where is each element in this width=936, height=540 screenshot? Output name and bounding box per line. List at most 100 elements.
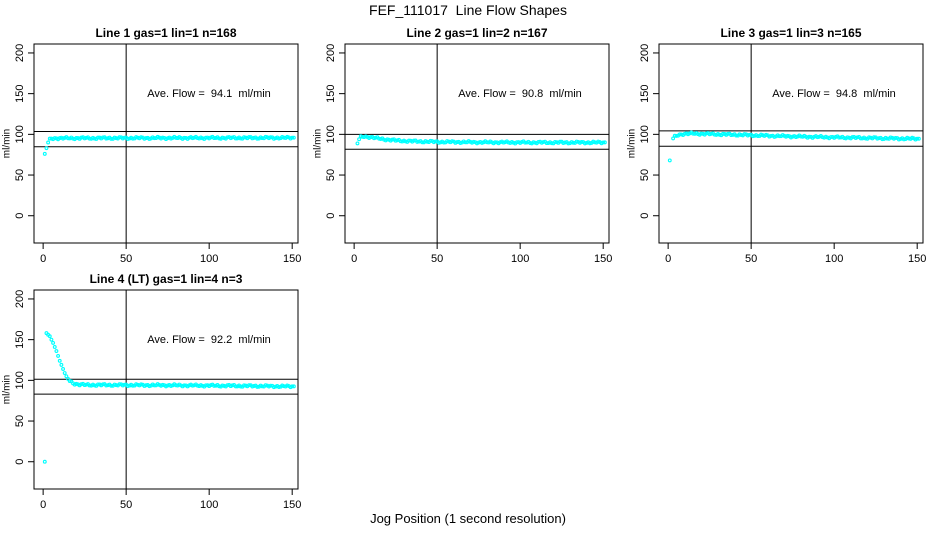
y-tick-label: 200 <box>639 44 651 62</box>
data-point <box>74 135 79 140</box>
x-tick-label: 0 <box>40 499 46 511</box>
data-point <box>406 138 411 143</box>
x-tick-label: 100 <box>825 253 843 265</box>
data-point <box>357 137 362 142</box>
data-point <box>828 135 833 139</box>
plot-canvas-line-3: 0 50 100 150 0 50 100 150 200 ml/min <box>627 43 926 265</box>
y-tick-label: 200 <box>14 44 26 62</box>
data-point <box>212 136 217 141</box>
y-tick-label: 50 <box>325 169 337 181</box>
y-axis-unit-label: ml/min <box>2 129 13 158</box>
data-point <box>579 139 584 144</box>
y-tick-label: 0 <box>14 459 26 465</box>
plot-box <box>33 43 299 244</box>
data-point <box>62 371 67 375</box>
y-tick-label: 150 <box>14 84 26 102</box>
data-point <box>291 384 296 389</box>
y-tick-label: 200 <box>14 290 26 308</box>
data-point <box>837 135 842 140</box>
data-point <box>268 383 273 388</box>
y-axis-unit-label: ml/min <box>2 375 13 404</box>
data-point <box>52 136 57 140</box>
data-point <box>49 337 54 342</box>
y-tick-label: 100 <box>14 371 26 389</box>
data-point <box>64 374 69 379</box>
y-tick-label: 0 <box>14 213 26 219</box>
data-point <box>742 132 747 137</box>
data-point <box>601 140 606 145</box>
data-point <box>677 132 682 137</box>
data-point <box>867 135 871 140</box>
avg-flow-annotation: Ave. Flow = 90.8 ml/min <box>458 88 582 100</box>
data-point <box>182 383 187 388</box>
y-axis-unit-label: ml/min <box>313 129 324 158</box>
data-point <box>42 459 47 464</box>
data-point <box>734 133 739 138</box>
x-tick-label: 100 <box>200 253 218 265</box>
subplot-line-1: 0 50 100 150 0 50 100 150 200 ml/min Line 1 gas=1… <box>0 0 312 272</box>
data-point <box>720 131 725 136</box>
plot-box <box>344 43 610 244</box>
y-tick-label: 50 <box>14 169 26 181</box>
data-point <box>281 135 286 140</box>
data-point <box>51 340 56 345</box>
data-point <box>54 349 59 353</box>
data-point <box>463 140 468 145</box>
data-point <box>238 384 243 389</box>
subplot-line-4: 0 50 100 150 0 50 100 150 200 ml/min Line 4 (LT) … <box>0 246 312 518</box>
data-point <box>355 141 360 146</box>
avg-flow-annotation: Ave. Flow = 92.2 ml/min <box>147 334 271 346</box>
data-point <box>592 140 597 145</box>
data-point <box>915 136 920 141</box>
x-tick-label: 100 <box>511 253 529 265</box>
plot-canvas-line-2: 0 50 100 150 0 50 100 150 200 ml/min <box>313 43 612 265</box>
subplot-title: Line 3 gas=1 lin=3 n=165 <box>720 26 862 40</box>
x-tick-label: 50 <box>120 499 132 511</box>
data-point <box>553 139 557 144</box>
data-point <box>691 131 695 136</box>
data-point <box>144 136 149 141</box>
avg-flow-annotation: Ave. Flow = 94.8 ml/min <box>772 88 896 100</box>
subplot-line-3: 0 50 100 150 0 50 100 150 200 ml/min Line 3 gas=1… <box>625 0 936 272</box>
data-point <box>290 135 295 140</box>
subplot-title: Line 1 gas=1 lin=1 n=168 <box>95 26 237 40</box>
y-tick-label: 150 <box>639 84 651 102</box>
plot-canvas-line-4: 0 50 100 150 0 50 100 150 200 ml/min <box>2 289 301 511</box>
x-tick-label: 50 <box>431 253 443 265</box>
x-tick-label: 50 <box>745 253 757 265</box>
data-point <box>916 136 921 141</box>
data-point <box>398 139 403 144</box>
data-point <box>100 382 105 387</box>
data-point <box>291 135 296 140</box>
y-tick-label: 100 <box>325 125 337 143</box>
data-point <box>46 140 51 145</box>
data-point <box>872 135 876 140</box>
data-point <box>42 151 47 156</box>
y-axis-unit-label: ml/min <box>627 129 638 158</box>
data-point <box>104 383 109 388</box>
avg-flow-annotation: Ave. Flow = 94.1 ml/min <box>147 88 271 100</box>
data-point <box>712 132 717 137</box>
data-point <box>44 146 49 151</box>
data-point <box>144 383 149 388</box>
data-point <box>850 135 855 139</box>
data-point <box>858 136 863 141</box>
data-point <box>415 139 420 144</box>
data-point <box>56 353 61 358</box>
data-point <box>152 136 157 141</box>
data-point <box>268 135 273 140</box>
data-point <box>455 140 460 145</box>
plot-canvas-line-1: 0 50 100 150 0 50 100 150 200 ml/min <box>2 43 301 265</box>
x-tick-label: 0 <box>351 253 357 265</box>
data-point <box>247 135 251 139</box>
data-point <box>729 133 734 138</box>
data-point <box>87 136 92 141</box>
data-point <box>747 132 752 137</box>
data-point <box>203 135 208 140</box>
data-point <box>233 136 238 141</box>
data-point <box>66 136 70 141</box>
data-point <box>47 136 52 141</box>
data-point <box>104 136 109 141</box>
data-point <box>67 379 72 383</box>
data-point <box>225 383 230 388</box>
